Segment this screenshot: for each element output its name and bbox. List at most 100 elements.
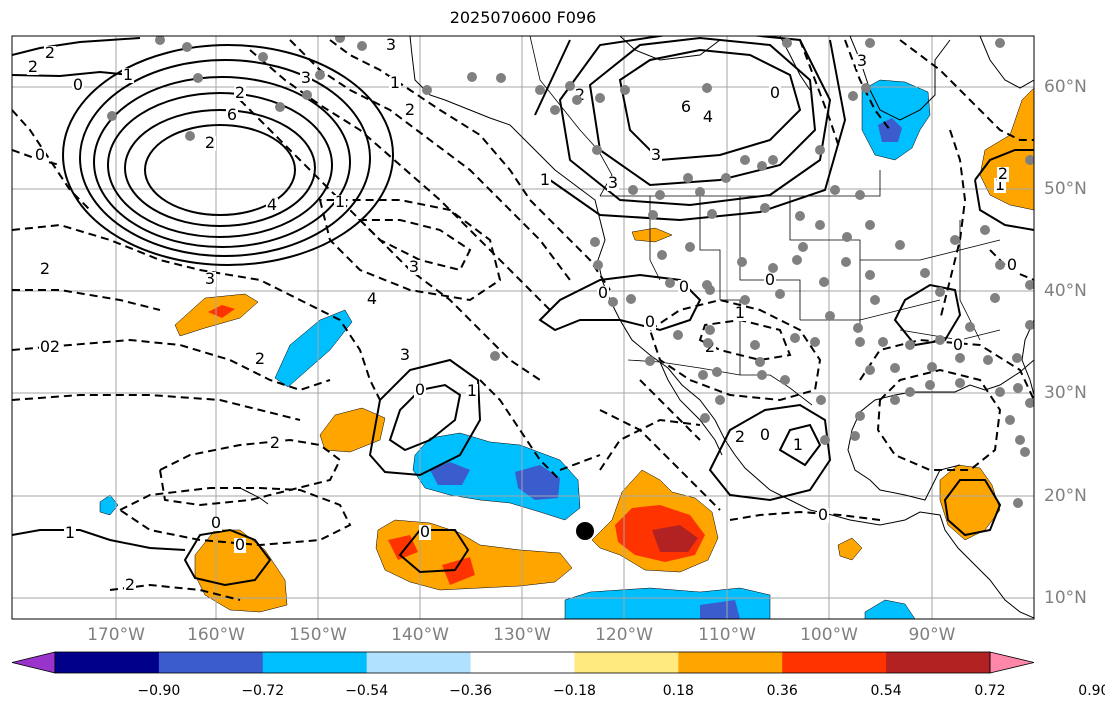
contour-label-bg: [27, 60, 39, 75]
station-dot: [182, 42, 192, 52]
contour-label: 2: [405, 100, 415, 119]
station-dot: [1015, 435, 1025, 445]
storm-center-marker: [576, 522, 594, 540]
contour-label: 1: [467, 381, 477, 400]
station-dot: [790, 333, 800, 343]
contour-label: 1: [540, 170, 550, 189]
contour-label: 0: [415, 380, 425, 399]
positive-anomaly-region: [319, 407, 386, 453]
station-dot: [819, 277, 829, 287]
contour-label-bg: [539, 173, 551, 188]
contour-label: 4: [703, 107, 713, 126]
contour-label: 0: [1007, 255, 1017, 274]
colorbar-bin: [55, 652, 160, 673]
station-dot: [608, 297, 618, 307]
negative-anomaly-region: [430, 462, 470, 485]
colorbar-bin: [678, 652, 783, 673]
station-dot: [572, 95, 582, 105]
contour-label-bg: [1006, 258, 1018, 273]
contour-label: 0: [953, 335, 963, 354]
station-dot: [757, 370, 767, 380]
contour-label-bg: [607, 176, 619, 191]
contour-label: 1: [123, 65, 133, 84]
colorbar-tick-label: −0.72: [241, 683, 285, 699]
station-dot: [685, 242, 695, 252]
colorbar: [11, 651, 1035, 674]
station-dot: [496, 73, 506, 83]
lon-label: 100°W: [800, 625, 858, 645]
station-dot: [721, 173, 731, 183]
contour-label: 6: [681, 97, 691, 116]
station-dot: [590, 237, 600, 247]
station-dot: [855, 337, 865, 347]
station-dot: [855, 411, 865, 421]
contour-label: 0: [760, 425, 770, 444]
contour-label: 2: [255, 349, 265, 368]
contour-label-bg: [254, 352, 266, 367]
station-dot: [995, 260, 1005, 270]
lat-label: 40°N: [1044, 281, 1087, 301]
contour-label-bg: [769, 86, 781, 101]
station-dot: [702, 280, 712, 290]
contour-label-bg: [366, 292, 378, 307]
contour-label-bg: [680, 100, 692, 115]
station-dot: [865, 220, 875, 230]
contour-label: 4: [367, 289, 377, 308]
station-dot: [620, 85, 630, 95]
station-dot: [1012, 353, 1022, 363]
contour-label-bg: [124, 578, 136, 593]
contour-label-bg: [210, 516, 222, 531]
contour-label-bg: [266, 198, 278, 213]
station-dot: [703, 338, 713, 348]
station-dot: [842, 232, 852, 242]
lon-label: 90°W: [908, 625, 956, 645]
contour-label: 0: [765, 270, 775, 289]
colorbar-bin: [158, 652, 264, 673]
contour-label-bg: [997, 167, 1009, 182]
station-dot: [645, 356, 655, 366]
station-dot: [861, 83, 871, 93]
contour-label: 3: [386, 35, 396, 54]
contour-label-bg: [597, 286, 609, 301]
contour-label-bg: [204, 272, 216, 287]
station-dot: [275, 102, 285, 112]
station-dot: [795, 211, 805, 221]
station-dot: [980, 225, 990, 235]
station-dot: [995, 38, 1005, 48]
contour-label: 0: [645, 312, 655, 331]
station-dot: [920, 268, 930, 278]
contour-label: 0: [420, 522, 430, 541]
country-borders: [529, 36, 1001, 406]
station-dots: [107, 36, 1034, 508]
contour-label-bg: [702, 110, 714, 125]
station-dot: [755, 357, 765, 367]
station-dot: [490, 351, 500, 361]
contour-label: 2: [235, 83, 245, 102]
lon-label: 130°W: [493, 625, 551, 645]
contour-label-bg: [122, 68, 134, 83]
lon-label: 170°W: [87, 625, 145, 645]
station-dot: [700, 413, 710, 423]
negative-anomaly-region: [515, 465, 560, 500]
station-dot: [595, 93, 605, 103]
negative-anomaly-region: [274, 309, 353, 388]
station-dot: [792, 255, 802, 265]
station-dot: [750, 340, 760, 350]
contour-label: 1: [335, 192, 345, 211]
contour-label: 2: [735, 427, 745, 446]
station-dot: [193, 73, 203, 83]
lat-label: 60°N: [1044, 77, 1087, 97]
station-dot: [1013, 383, 1023, 393]
map-frame: [11, 35, 1035, 620]
colorbar-bin: [886, 652, 991, 673]
contour-label-bg: [466, 384, 478, 399]
station-dot: [905, 340, 915, 350]
colorbar-tick-label: 0.36: [766, 683, 798, 699]
contour-label-bg: [678, 280, 690, 295]
lon-label: 150°W: [289, 625, 347, 645]
station-dot: [757, 161, 767, 171]
contour-label: 2: [28, 57, 38, 76]
station-dot: [853, 323, 863, 333]
station-dot: [592, 145, 602, 155]
